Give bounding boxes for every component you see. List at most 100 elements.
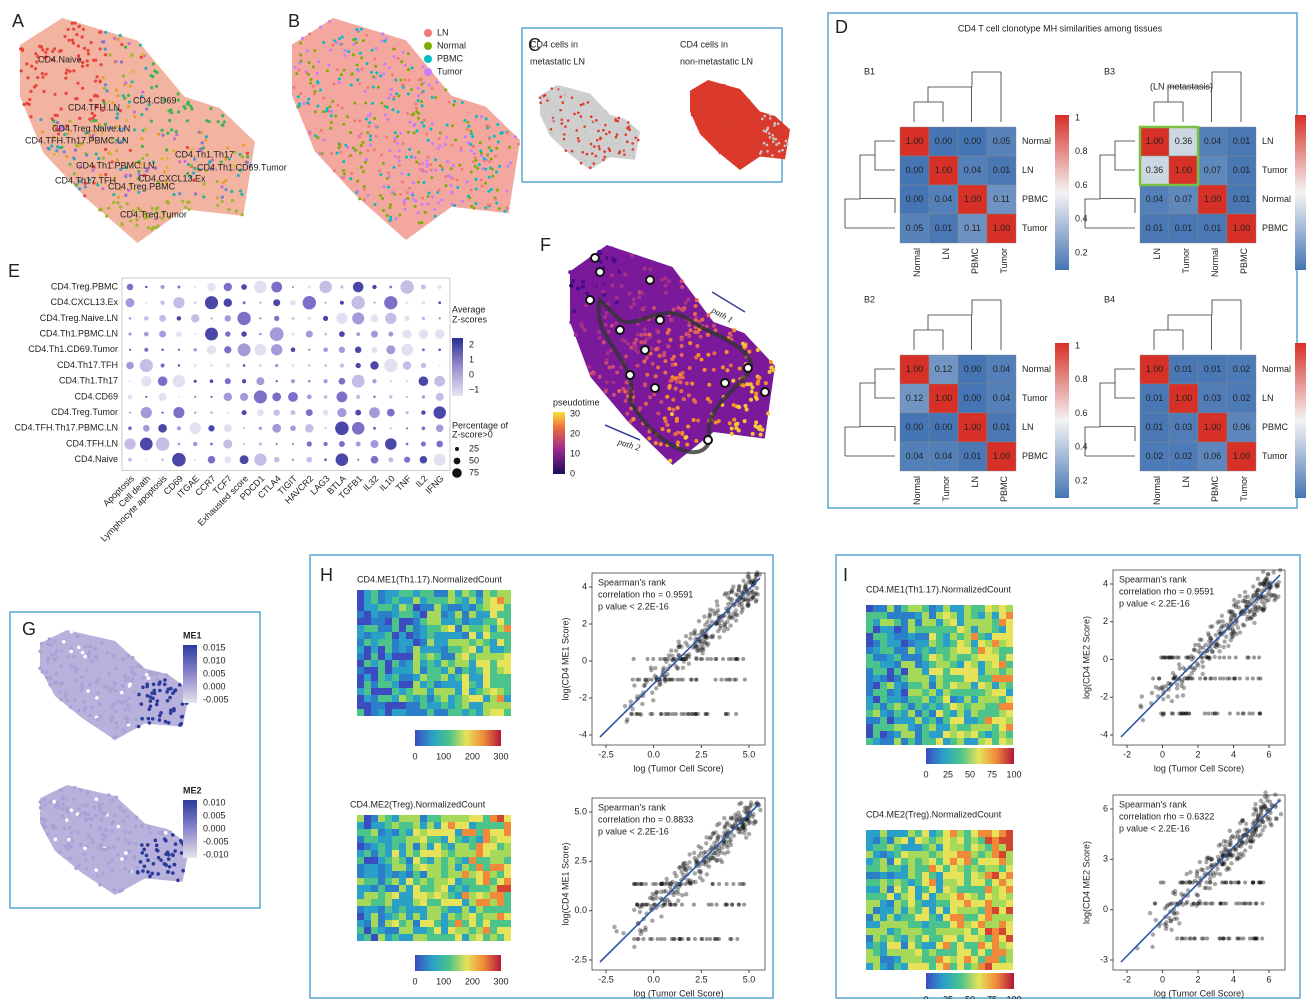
cell-dot [173, 137, 176, 140]
cell-dot [601, 280, 605, 284]
spot [434, 625, 441, 632]
cell-dot [88, 118, 91, 121]
point [635, 678, 639, 682]
cell-dot [605, 110, 608, 113]
cell-dot [67, 39, 70, 42]
cell-dot [769, 136, 772, 139]
dot [241, 331, 246, 336]
cell-dot [351, 72, 354, 75]
cell-dot [388, 66, 391, 69]
x-tick-label: 0.0 [647, 749, 660, 759]
spot [901, 626, 908, 633]
point [1277, 580, 1281, 584]
spot [420, 611, 427, 618]
point [632, 945, 636, 949]
cell-dot [124, 856, 128, 860]
spot [873, 724, 880, 731]
cell-dot [91, 841, 95, 845]
spot [497, 899, 504, 906]
cell-dot [447, 101, 450, 104]
spot [399, 892, 406, 899]
spot [434, 681, 441, 688]
dot [140, 438, 153, 451]
spot [441, 660, 448, 667]
cell-dot [239, 189, 242, 192]
row-label: PBMC [1262, 422, 1289, 432]
spot [462, 843, 469, 850]
point [1185, 677, 1189, 681]
cell-dot [298, 62, 301, 65]
cell-dot [643, 267, 647, 271]
point [654, 890, 658, 894]
cell-dot [440, 199, 443, 202]
spot [971, 738, 978, 745]
cell-dot [389, 93, 392, 96]
point [705, 657, 709, 661]
cell-dot [727, 152, 730, 155]
spot [497, 843, 504, 850]
point [703, 623, 707, 627]
spot [441, 618, 448, 625]
cell-dot [712, 99, 715, 102]
spot [378, 681, 385, 688]
point [746, 593, 750, 597]
spot [399, 646, 406, 653]
spot [406, 604, 413, 611]
point [1172, 677, 1176, 681]
spot [399, 597, 406, 604]
spot [420, 850, 427, 857]
colorbar-tick: 0.2 [1075, 475, 1088, 485]
spot [873, 626, 880, 633]
spot [887, 612, 894, 619]
cell-dot [479, 141, 482, 144]
cell-dot [723, 84, 726, 87]
spot [887, 668, 894, 675]
point [734, 817, 738, 821]
cell-dot [654, 347, 658, 351]
spot [894, 696, 901, 703]
spot [999, 640, 1006, 647]
cell-dot [356, 63, 359, 66]
cell-dot [692, 418, 696, 422]
spot [999, 647, 1006, 654]
spot [448, 611, 455, 618]
spot [978, 710, 985, 717]
point [1139, 705, 1143, 709]
spot [894, 654, 901, 661]
spot [873, 675, 880, 682]
cell-dot [670, 412, 674, 416]
cell-dot [425, 159, 428, 162]
spot [922, 682, 929, 689]
spot [866, 696, 873, 703]
cell-dot [131, 656, 135, 660]
spot [469, 618, 476, 625]
spot [1006, 619, 1013, 626]
cell-dot [739, 164, 742, 167]
spot [357, 934, 364, 941]
cell-dot [306, 50, 309, 53]
cell-dot [146, 858, 150, 862]
cell-dot [51, 824, 55, 828]
cell-dot [231, 199, 234, 202]
cell-value: 0.07 [1175, 194, 1193, 204]
spot [399, 632, 406, 639]
dot [259, 333, 261, 335]
cell-dot [508, 146, 511, 149]
cell-dot [640, 260, 644, 264]
cell-dot [546, 96, 549, 99]
spot [992, 710, 999, 717]
cell-dot [763, 142, 766, 145]
dot [162, 459, 164, 461]
cell-dot [78, 814, 82, 818]
spot [950, 612, 957, 619]
spot [427, 899, 434, 906]
spot [866, 668, 873, 675]
point [1245, 677, 1249, 681]
cell-dot [598, 375, 602, 379]
dot [306, 331, 313, 338]
cell-dot [488, 160, 491, 163]
point [1247, 712, 1251, 716]
spot [915, 633, 922, 640]
point [700, 878, 704, 882]
spot [476, 625, 483, 632]
